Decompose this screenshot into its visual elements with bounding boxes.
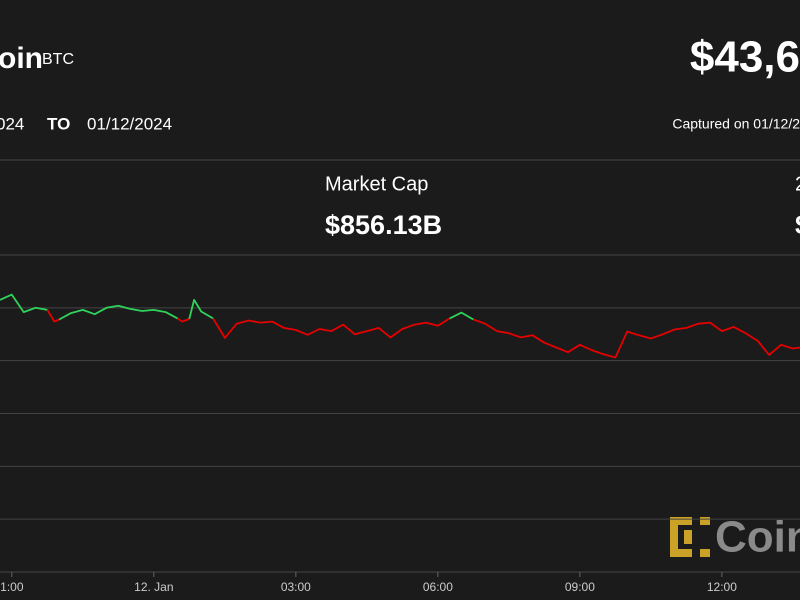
x-tick-label: 12:00 bbox=[707, 580, 737, 594]
stat-value: $ bbox=[795, 210, 800, 240]
price-line bbox=[46, 309, 60, 323]
stat-value: $856.13B bbox=[325, 210, 442, 240]
captured-date: Captured on 01/12/2 bbox=[672, 116, 800, 132]
watermark-logo bbox=[670, 517, 710, 557]
x-tick-label: 1:00 bbox=[0, 580, 24, 594]
coin-symbol: BTC bbox=[42, 51, 74, 68]
to-label: TO bbox=[47, 114, 70, 133]
stat-label: 2 bbox=[795, 173, 800, 195]
price-line bbox=[473, 318, 800, 359]
x-tick-label: 12. Jan bbox=[134, 580, 173, 594]
price-line bbox=[58, 304, 178, 321]
price-line bbox=[449, 311, 474, 321]
price-line bbox=[212, 317, 451, 339]
to-date: 01/12/2024 bbox=[87, 114, 172, 133]
price: $43,6 bbox=[690, 33, 800, 82]
stat-label: Market Cap bbox=[325, 173, 428, 195]
x-tick-label: 09:00 bbox=[565, 580, 595, 594]
watermark: Coin bbox=[715, 513, 800, 562]
x-tick-label: 06:00 bbox=[423, 580, 453, 594]
price-line bbox=[188, 299, 214, 320]
from-date: 024 bbox=[0, 114, 24, 133]
coin-name: oin bbox=[0, 42, 43, 75]
price-line bbox=[0, 293, 48, 313]
price-line bbox=[176, 317, 190, 323]
x-tick-label: 03:00 bbox=[281, 580, 311, 594]
